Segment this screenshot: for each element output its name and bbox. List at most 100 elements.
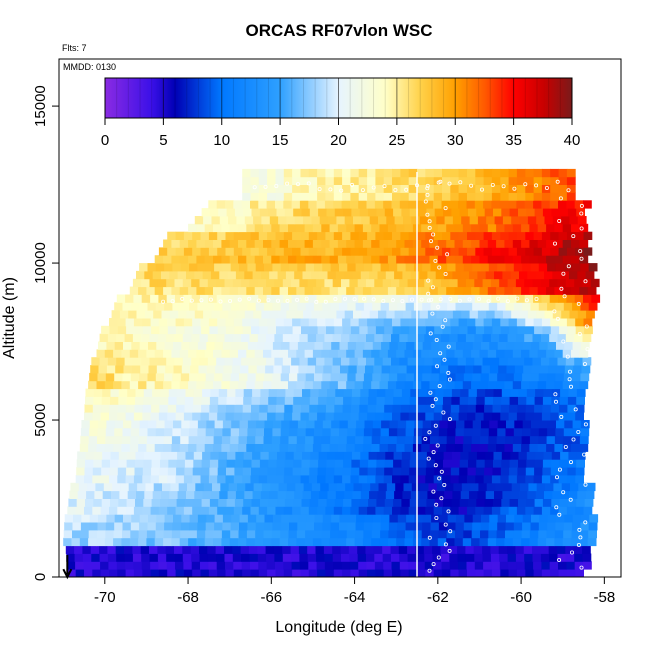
heatmap-cell	[417, 176, 426, 185]
heatmap-cell	[121, 349, 131, 358]
heatmap-cell	[374, 294, 384, 303]
heatmap-cell	[159, 467, 169, 476]
heatmap-cell	[280, 302, 290, 311]
heatmap-cell	[106, 514, 116, 523]
heatmap-cell	[263, 255, 272, 264]
heatmap-cell	[458, 231, 468, 240]
heatmap-cell	[515, 553, 525, 562]
heatmap-cell	[114, 420, 124, 429]
heatmap-cell	[233, 247, 243, 256]
heatmap-cell	[219, 216, 229, 225]
heatmap-cell	[418, 459, 427, 468]
heatmap-cell	[504, 537, 514, 547]
heatmap-cell	[238, 223, 247, 233]
heatmap-cell	[571, 443, 580, 452]
heatmap-cell	[252, 490, 262, 499]
heatmap-cell	[233, 318, 243, 327]
heatmap-cell	[512, 223, 522, 233]
heatmap-cell	[323, 545, 333, 554]
heatmap-cell	[172, 522, 182, 531]
heatmap-cell	[509, 498, 519, 507]
heatmap-cell	[482, 278, 492, 288]
heatmap-cell	[459, 208, 469, 217]
heatmap-cell	[451, 388, 461, 397]
heatmap-cell	[541, 318, 551, 327]
heatmap-cell	[258, 412, 268, 421]
heatmap-cell	[168, 451, 178, 460]
heatmap-cell	[446, 239, 455, 248]
heatmap-cell	[445, 482, 454, 492]
heatmap-cell	[529, 286, 539, 295]
heatmap-cell	[133, 475, 143, 484]
heatmap-cell	[107, 357, 117, 366]
heatmap-cell	[117, 475, 127, 484]
heatmap-cell	[234, 396, 244, 405]
heatmap-cell	[499, 357, 508, 366]
heatmap-cell	[237, 482, 246, 492]
heatmap-cell	[442, 247, 451, 256]
heatmap-cell	[283, 506, 293, 515]
heatmap-cell	[447, 514, 457, 523]
heatmap-cell	[398, 365, 408, 374]
heatmap-cell	[502, 270, 512, 280]
heatmap-cell	[234, 459, 244, 468]
heatmap-cell	[238, 239, 247, 248]
heatmap-cell	[524, 357, 533, 366]
heatmap-cell	[317, 168, 326, 178]
heatmap-cell	[463, 263, 473, 272]
heatmap-cell	[477, 490, 487, 499]
heatmap-cell	[235, 490, 245, 499]
heatmap-cell	[226, 467, 235, 476]
heatmap-cell	[490, 545, 500, 554]
observation-point	[256, 298, 261, 303]
heatmap-cell	[488, 529, 498, 539]
observation-point	[274, 183, 279, 188]
heatmap-cell	[143, 459, 153, 468]
heatmap-cell	[307, 278, 317, 288]
heatmap-cell	[101, 404, 110, 413]
heatmap-cell	[566, 294, 576, 303]
heatmap-cell	[157, 357, 167, 366]
observation-point	[381, 298, 386, 303]
heatmap-cell	[200, 294, 209, 303]
heatmap-cell	[425, 318, 435, 327]
heatmap-cell	[188, 349, 197, 358]
heatmap-cell	[143, 451, 153, 460]
heatmap-cell	[501, 459, 511, 468]
heatmap-cell	[481, 365, 491, 374]
heatmap-cell	[175, 561, 184, 570]
heatmap-cell	[543, 451, 553, 460]
heatmap-cell	[356, 341, 365, 350]
observation-point	[443, 318, 448, 323]
heatmap-cell	[504, 255, 514, 264]
heatmap-cell	[276, 325, 285, 335]
heatmap-cell	[171, 349, 181, 358]
heatmap-cell	[580, 302, 590, 311]
heatmap-cell	[103, 482, 113, 492]
heatmap-cell	[485, 388, 494, 397]
heatmap-cell	[479, 286, 489, 295]
heatmap-cell	[138, 349, 147, 358]
heatmap-cell	[200, 231, 210, 240]
heatmap-cell	[446, 223, 455, 233]
heatmap-cell	[465, 357, 475, 366]
heatmap-cell	[183, 506, 193, 515]
heatmap-cell	[471, 435, 481, 444]
heatmap-cell	[296, 380, 306, 390]
heatmap-cell	[433, 184, 443, 193]
heatmap-cell	[326, 467, 335, 476]
heatmap-cell	[479, 239, 489, 248]
heatmap-cell	[247, 427, 257, 437]
heatmap-cell	[158, 475, 168, 484]
heatmap-cell	[222, 263, 232, 272]
heatmap-cell	[586, 310, 595, 319]
heatmap-cell	[183, 475, 193, 484]
heatmap-cell	[280, 263, 290, 272]
heatmap-cell	[591, 294, 601, 303]
heatmap-cell	[117, 412, 127, 421]
heatmap-cell	[239, 263, 248, 272]
heatmap-cell	[164, 302, 173, 311]
heatmap-cell	[422, 302, 431, 311]
heatmap-cell	[139, 372, 148, 382]
heatmap-cell	[318, 451, 328, 460]
